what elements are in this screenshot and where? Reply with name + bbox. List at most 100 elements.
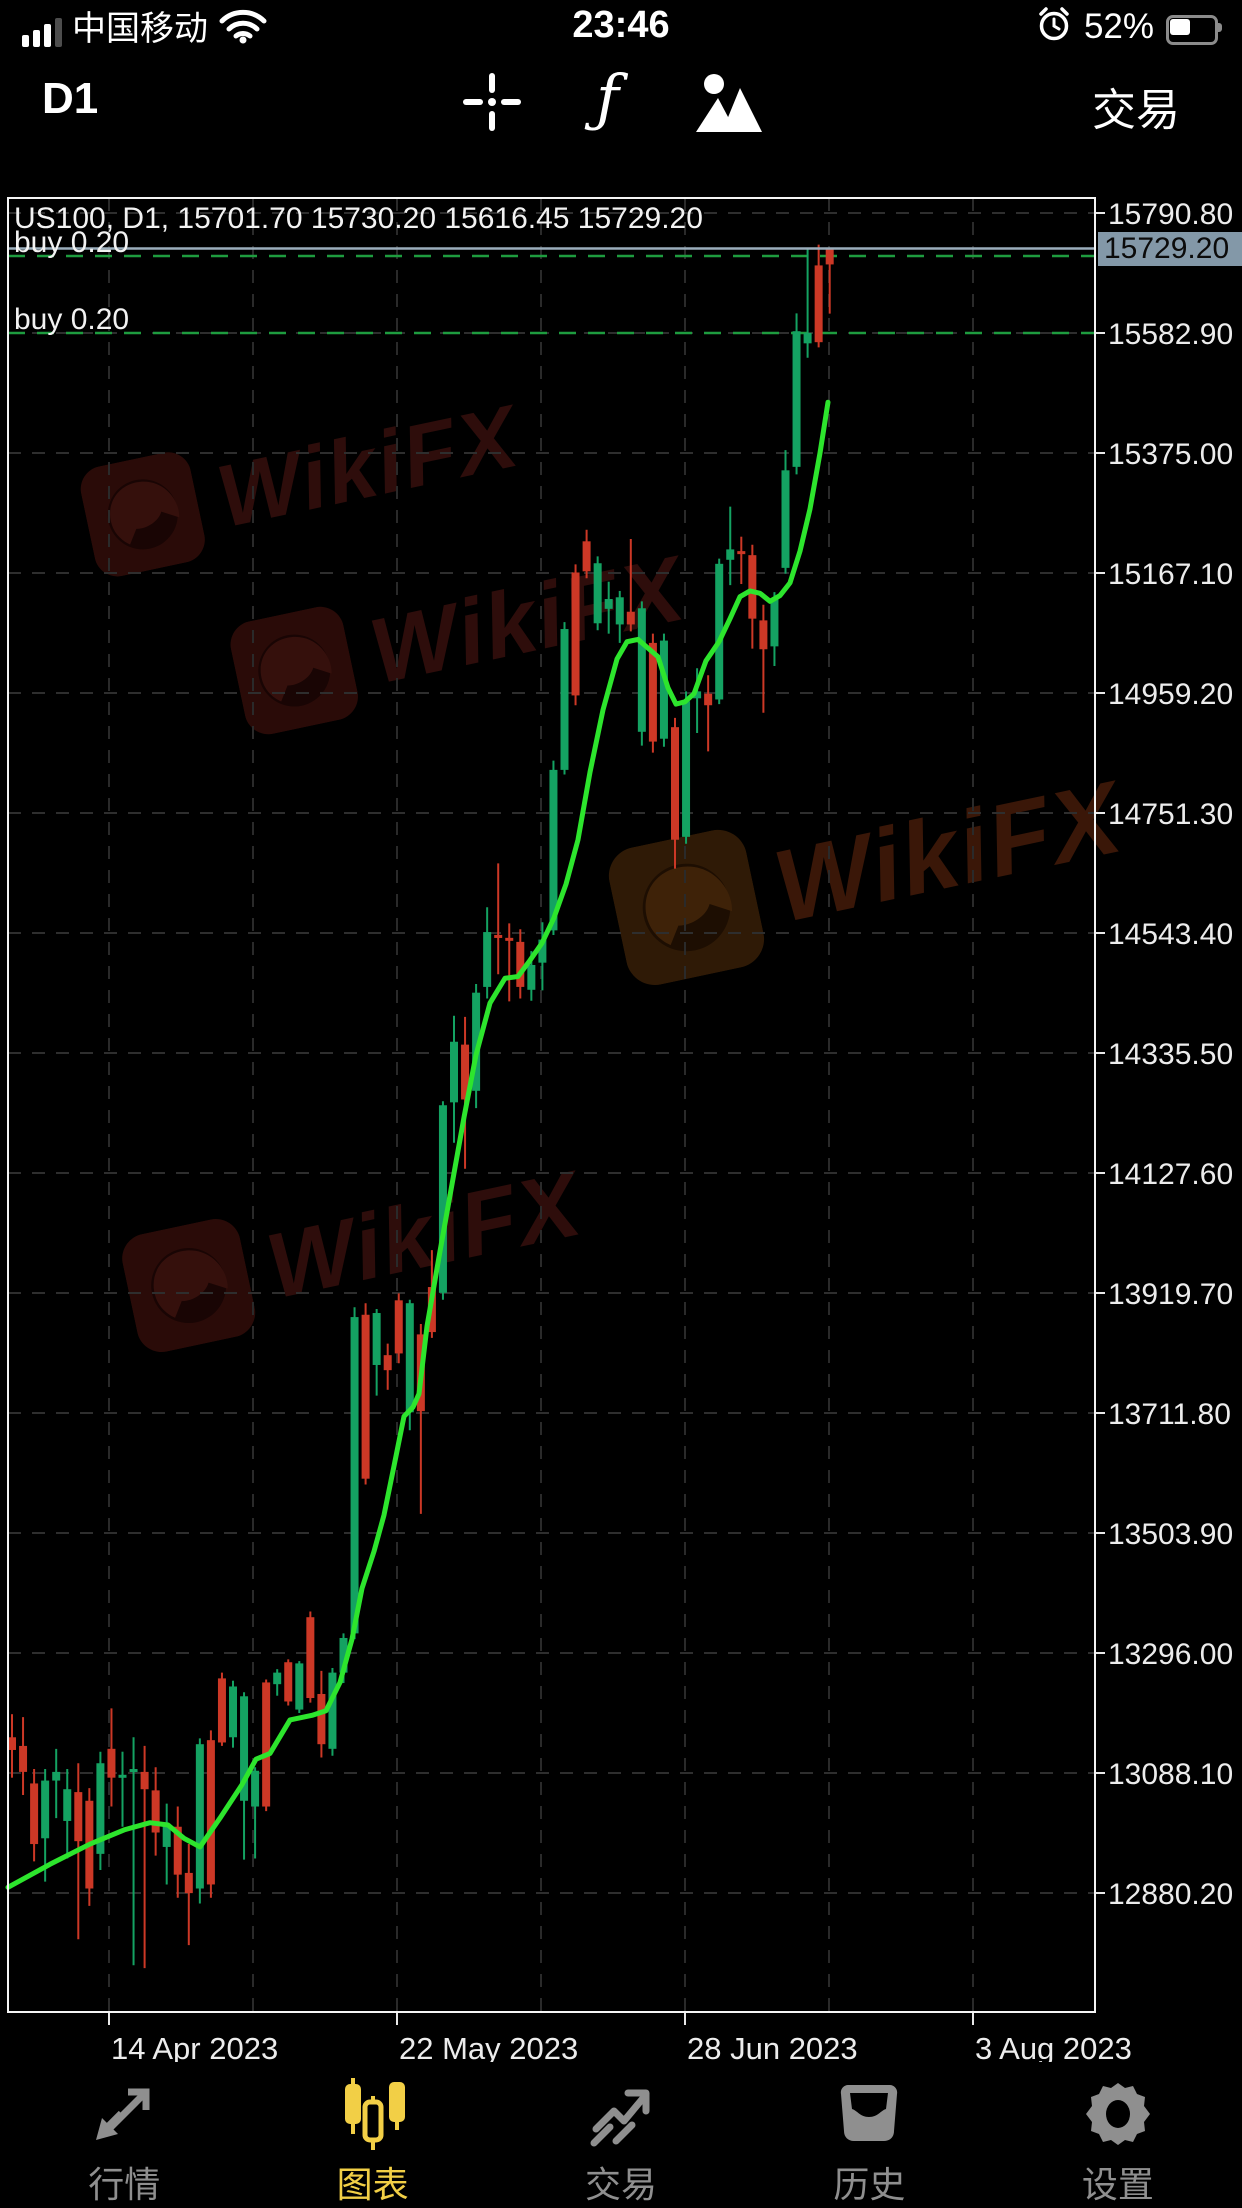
candle-body xyxy=(240,1696,249,1801)
wifi-icon xyxy=(218,8,268,49)
nav-label: 历史 xyxy=(833,2164,906,2205)
candle-body xyxy=(217,1678,226,1743)
candle-body xyxy=(560,629,569,770)
date-axis-label: 22 May 2023 xyxy=(399,2031,578,2066)
candle-body xyxy=(295,1663,304,1710)
candle-body xyxy=(251,1770,260,1807)
candle-body xyxy=(748,555,757,619)
nav-tab-settings[interactable]: 设置 xyxy=(994,2062,1242,2208)
candle-body xyxy=(803,332,812,344)
candle-body xyxy=(438,1105,447,1293)
candle-body xyxy=(472,992,481,1091)
candle-body xyxy=(726,549,735,560)
symbol-ohlc-header: US100, D1, 15701.70 15730.20 15616.45 15… xyxy=(14,202,703,235)
candle-body xyxy=(538,939,547,963)
chart-type-icon[interactable] xyxy=(694,70,762,137)
date-axis-label: 14 Apr 2023 xyxy=(111,2031,278,2066)
candle-body xyxy=(405,1303,414,1413)
nav-tab-quotes[interactable]: 行情 xyxy=(0,2062,248,2208)
candle-body xyxy=(582,541,591,572)
candle-body xyxy=(770,599,779,647)
candle-body xyxy=(306,1617,315,1699)
candle-body xyxy=(30,1783,39,1845)
signal-strength-icon xyxy=(22,17,62,49)
candle-body xyxy=(273,1672,282,1685)
candle-body xyxy=(571,572,580,696)
candle-body xyxy=(792,331,801,467)
buy-position-label: buy 0.20 xyxy=(14,226,130,259)
candle-body xyxy=(814,265,823,343)
candle-body xyxy=(394,1300,403,1354)
candle-body xyxy=(41,1780,50,1839)
nav-tab-trade[interactable]: 交易 xyxy=(497,2062,745,2208)
wikifx-watermark: WikiFX xyxy=(226,532,695,739)
candle-body xyxy=(74,1792,83,1842)
candle-body xyxy=(615,597,624,625)
trade-button[interactable]: 交易 xyxy=(1092,86,1180,135)
candle-body xyxy=(173,1826,182,1875)
chart-border xyxy=(7,197,1096,2013)
nav-tab-charts[interactable]: 图表 xyxy=(248,2062,496,2208)
price-axis-label: 14543.40 xyxy=(1108,918,1233,951)
candle-body xyxy=(461,1044,470,1100)
candle-body xyxy=(8,1737,16,1750)
candle-body xyxy=(450,1041,458,1103)
price-axis-label: 13296.00 xyxy=(1108,1638,1233,1671)
quotes-arrows-icon xyxy=(88,2076,160,2152)
candle-body xyxy=(593,563,602,624)
alarm-icon xyxy=(1036,6,1072,47)
candle-body xyxy=(648,642,657,742)
nav-tab-history[interactable]: 历史 xyxy=(745,2062,993,2208)
nav-label: 交易 xyxy=(585,2164,658,2205)
price-axis-label: 13503.90 xyxy=(1108,1518,1233,1551)
date-axis-label: 3 Aug 2023 xyxy=(975,2031,1132,2066)
bottom-nav-bar: 行情 图表 xyxy=(0,2062,1242,2208)
candle-body xyxy=(693,691,702,699)
candle-body xyxy=(549,769,558,931)
candle-body xyxy=(527,964,536,990)
candle-body xyxy=(637,608,646,732)
clock-time: 23:46 xyxy=(572,4,670,46)
candle-body xyxy=(107,1748,116,1778)
candle-body xyxy=(483,932,492,987)
price-axis-label: 12880.20 xyxy=(1108,1878,1233,1911)
candle-body xyxy=(383,1355,392,1371)
chart-toolbar: D1 ƒ 交易 xyxy=(0,56,1242,144)
wikifx-watermark: WikiFX xyxy=(76,380,528,581)
candle-body xyxy=(350,1317,359,1634)
nav-label: 图表 xyxy=(336,2164,409,2205)
timeframe-button[interactable]: D1 xyxy=(42,74,99,123)
settings-gear-icon xyxy=(1083,2076,1153,2152)
price-axis-label: 13919.70 xyxy=(1108,1278,1233,1311)
wikifx-watermark: WikiFX xyxy=(603,747,1134,991)
chart-candles-icon xyxy=(333,2076,413,2152)
candle-body xyxy=(184,1872,193,1894)
candle-body xyxy=(262,1682,271,1807)
candle-body xyxy=(494,934,503,938)
candle-body xyxy=(372,1313,381,1365)
trade-trend-icon xyxy=(584,2076,658,2152)
price-axis-label: 15167.10 xyxy=(1108,558,1233,591)
price-axis-label: 14335.50 xyxy=(1108,1038,1233,1071)
price-axis-label: 13088.10 xyxy=(1108,1758,1233,1791)
candle-body xyxy=(229,1686,237,1738)
candle-body xyxy=(361,1314,370,1479)
indicator-function-icon[interactable]: ƒ xyxy=(596,61,619,134)
candle-body xyxy=(118,1774,127,1778)
price-axis-label: 14959.20 xyxy=(1108,678,1233,711)
candle-body xyxy=(759,620,768,650)
candle-body xyxy=(604,599,613,609)
wikifx-watermark: WikiFX xyxy=(118,1144,593,1357)
candle-body xyxy=(284,1662,293,1702)
price-axis-label: 15582.90 xyxy=(1108,318,1233,351)
price-axis-label: 13711.80 xyxy=(1108,1398,1231,1431)
history-tray-icon xyxy=(834,2076,904,2152)
crosshair-icon[interactable] xyxy=(460,70,524,139)
candle-body xyxy=(671,727,679,840)
candle-body xyxy=(162,1823,171,1847)
candle-body xyxy=(96,1763,105,1854)
candle-body xyxy=(737,551,746,555)
candle-body xyxy=(151,1790,160,1833)
